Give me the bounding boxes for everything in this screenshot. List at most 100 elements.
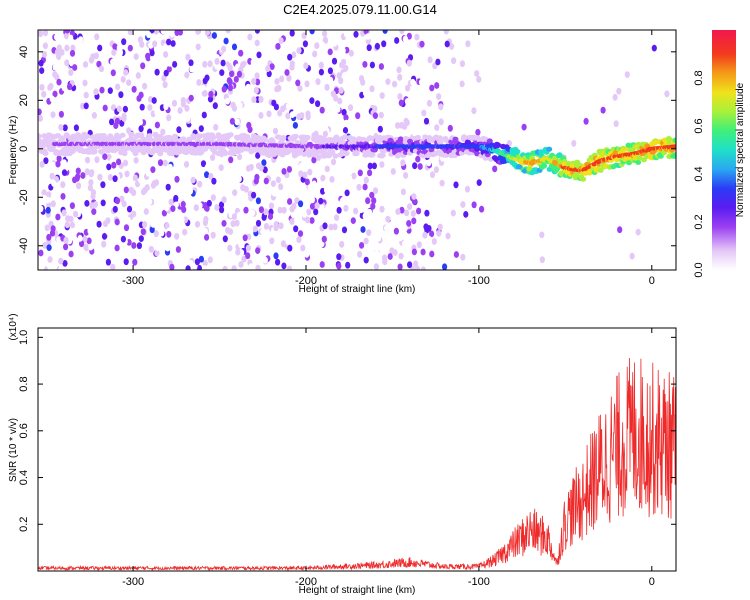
heatmap-cell	[367, 162, 373, 170]
heatmap-cell	[258, 172, 264, 180]
heatmap-cell	[181, 62, 187, 70]
heatmap-cell	[324, 83, 330, 91]
heatmap-cell	[599, 187, 605, 195]
heatmap-cell	[332, 39, 338, 47]
heatmap-cell	[209, 132, 216, 139]
heatmap-cell	[247, 126, 253, 133]
heatmap-cell	[278, 222, 284, 230]
heatmap-cell	[253, 86, 259, 94]
heatmap-cell	[84, 200, 90, 207]
heatmap-cell	[138, 125, 144, 133]
heatmap-cell	[154, 109, 160, 116]
heatmap-cell	[406, 32, 412, 40]
heatmap-cell	[64, 221, 70, 229]
heatmap-cell	[190, 176, 196, 184]
heatmap-cell	[243, 206, 249, 214]
heatmap-cell	[181, 206, 187, 214]
heatmap-cell	[309, 30, 315, 35]
heatmap-cell	[41, 194, 47, 202]
heatmap-cell	[338, 77, 344, 85]
heatmap-cell	[65, 115, 71, 123]
heatmap-cell	[119, 132, 126, 138]
heatmap-cell	[302, 40, 308, 48]
heatmap-cell	[128, 186, 134, 194]
heatmap-cell	[311, 156, 317, 164]
heatmap-cell	[243, 146, 250, 152]
heatmap-cell	[210, 231, 216, 239]
heatmap-cell	[158, 165, 164, 173]
heatmap-cell	[71, 188, 77, 196]
heatmap-cell	[167, 60, 173, 67]
heatmap-cell	[121, 115, 127, 122]
y-tick-label: -20	[18, 189, 30, 205]
heatmap-cell	[414, 33, 420, 41]
heatmap-cell	[327, 48, 333, 56]
heatmap-cell	[275, 258, 281, 266]
heatmap-cell	[173, 201, 179, 208]
heatmap-cell	[347, 180, 353, 188]
heatmap-cell	[225, 226, 231, 234]
heatmap-cell	[252, 225, 258, 233]
heatmap-cell	[375, 90, 381, 97]
heatmap-cell	[72, 97, 79, 105]
heatmap-cell	[411, 193, 417, 200]
heatmap-cell	[102, 58, 108, 66]
heatmap-cell	[65, 105, 71, 113]
heatmap-cell	[419, 78, 425, 86]
heatmap-cell	[114, 218, 120, 226]
heatmap-cell	[385, 215, 391, 223]
heatmap-cell	[341, 226, 348, 234]
heatmap-cell	[258, 206, 264, 214]
heatmap-cell	[46, 233, 52, 241]
heatmap-cell	[330, 158, 337, 166]
heatmap-cell	[142, 221, 148, 228]
heatmap-cell	[140, 62, 146, 70]
heatmap-cell	[171, 99, 178, 107]
heatmap-cell	[312, 50, 318, 58]
heatmap-cell	[322, 30, 328, 37]
heatmap-cell	[202, 265, 208, 270]
heatmap-cell	[38, 115, 43, 122]
heatmap-cell	[204, 234, 210, 241]
heatmap-cell	[227, 84, 233, 92]
heatmap-cell	[460, 265, 467, 270]
heatmap-cell	[635, 159, 642, 165]
heatmap-cell	[170, 205, 176, 213]
heatmap-cell	[273, 103, 279, 111]
heatmap-cell	[309, 202, 316, 210]
heatmap-cell	[204, 163, 210, 171]
heatmap-cell	[130, 137, 137, 143]
heatmap-cell	[80, 172, 86, 179]
heatmap-cell	[56, 155, 62, 163]
heatmap-cell	[93, 88, 99, 96]
heatmap-cell	[157, 159, 164, 167]
heatmap-cell	[389, 219, 395, 227]
heatmap-cell	[196, 134, 202, 140]
heatmap-cell	[45, 206, 51, 214]
heatmap-cell	[411, 248, 417, 256]
heatmap-cell	[123, 224, 130, 232]
heatmap-cell	[102, 220, 109, 228]
heatmap-cell	[128, 157, 134, 165]
heatmap-cell	[270, 180, 276, 188]
heatmap-cell	[70, 44, 76, 52]
heatmap-cell	[133, 62, 139, 70]
heatmap-cell	[379, 245, 386, 253]
heatmap-cell	[176, 126, 182, 134]
heatmap-cell	[73, 217, 79, 225]
heatmap-cell	[304, 80, 310, 88]
heatmap-cell	[346, 174, 353, 182]
heatmap-cell	[137, 118, 143, 126]
heatmap-cell	[406, 59, 412, 67]
chart-title: C2E4.2025.079.11.00.G14	[283, 2, 437, 17]
heatmap-cell	[262, 166, 268, 174]
heatmap-cell	[262, 266, 268, 270]
heatmap-cell	[67, 83, 73, 91]
heatmap-cell	[190, 118, 196, 125]
heatmap-cell	[190, 135, 197, 141]
heatmap-cell	[221, 45, 227, 53]
heatmap-cell	[255, 219, 262, 227]
heatmap-cell	[113, 122, 119, 129]
heatmap-cell	[62, 124, 68, 132]
heatmap-cell	[54, 96, 60, 104]
